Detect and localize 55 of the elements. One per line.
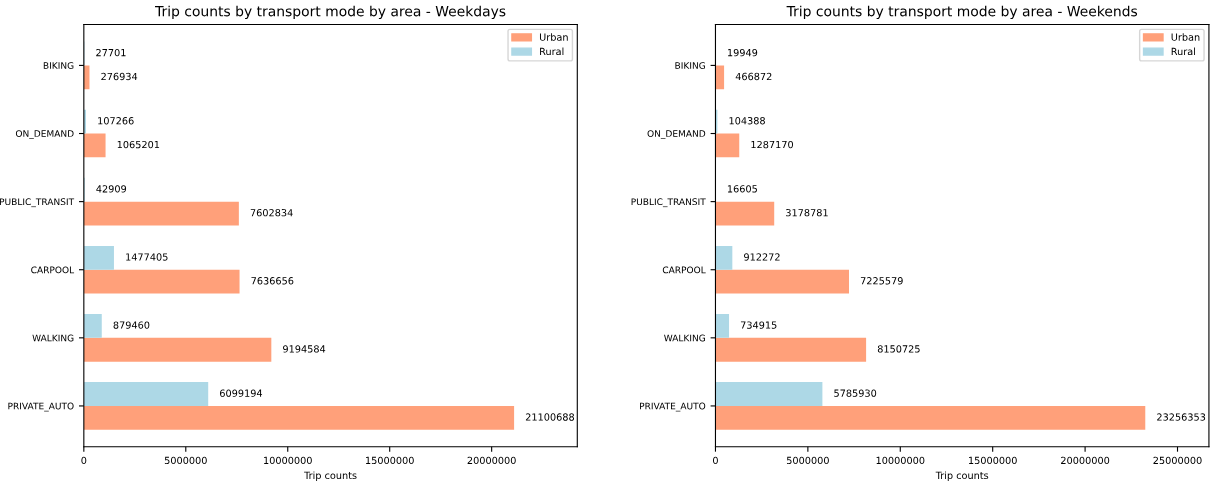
data-label: 276934 [101, 72, 138, 81]
data-label: 42909 [96, 185, 127, 193]
data-label: 6099194 [219, 389, 263, 397]
data-label: 912272 [744, 253, 780, 261]
x-tick-label: 0 [713, 456, 718, 465]
x-tick-label: 15000000 [969, 456, 1017, 465]
x-tick-label: 15000000 [366, 456, 414, 465]
y-tick-label: PRIVATE_AUTO [640, 402, 706, 412]
y-tick-label: ON_DEMAND [15, 130, 74, 139]
chart-title: Trip counts by transport mode by area - Weekends [786, 5, 1138, 20]
x-tick-label: 25000000 [1153, 456, 1202, 465]
y-tick-label: PUBLIC_TRANSIT [0, 198, 75, 208]
data-label: 5785930 [834, 389, 877, 397]
y-tick-label: CARPOOL [662, 266, 706, 274]
chart-title: Trip counts by transport mode by area - Weekdays [155, 5, 506, 20]
data-label: 19949 [728, 48, 758, 57]
y-tick-label: PRIVATE_AUTO [8, 402, 74, 412]
x-tick-label: 10000000 [264, 456, 312, 465]
y-tick-label: WALKING [32, 334, 74, 342]
data-label: 21100688 [525, 413, 575, 421]
y-tick-label: PUBLIC_TRANSIT [631, 198, 706, 208]
y-tick-label: BIKING [43, 62, 74, 69]
y-tick-label: CARPOOL [31, 266, 75, 274]
data-label: 9194584 [283, 345, 326, 353]
data-label: 466872 [735, 72, 772, 81]
x-tick-label: 20000000 [467, 456, 516, 465]
data-label: 104388 [729, 117, 765, 125]
legend-label: Urban [1171, 33, 1200, 41]
x-tick-label: 20000000 [1061, 456, 1110, 465]
data-label: 8150725 [877, 345, 920, 353]
data-label: 1287170 [751, 140, 794, 149]
y-tick-label: WALKING [664, 334, 705, 342]
y-tick-label: ON_DEMAND [647, 130, 706, 139]
x-tick-label: 5000000 [786, 456, 829, 465]
data-label: 879460 [113, 321, 150, 329]
data-label: 7636656 [251, 277, 294, 285]
data-label: 1477405 [126, 253, 168, 261]
legend-label: Rural [1171, 47, 1195, 56]
legend-label: Rural [540, 47, 564, 56]
data-label: 27701 [96, 48, 126, 57]
x-tick-label: 5000000 [164, 456, 207, 465]
data-label: 3178781 [786, 209, 828, 217]
legend-label: Urban [539, 33, 568, 41]
x-tick-label: 10000000 [876, 456, 925, 465]
y-tick-label: BIKING [675, 62, 705, 69]
x-axis-title: Trip counts [304, 471, 357, 481]
data-label: 107266 [98, 117, 134, 125]
data-label: 734915 [740, 321, 777, 329]
data-label: 7602834 [250, 209, 293, 217]
x-tick-label: 0 [81, 456, 87, 465]
data-label: 1065201 [117, 140, 160, 149]
data-label: 23256353 [1157, 413, 1206, 421]
data-label: 7225579 [860, 277, 903, 285]
data-label: 16605 [727, 185, 757, 193]
x-axis-title: Trip counts [935, 471, 989, 481]
